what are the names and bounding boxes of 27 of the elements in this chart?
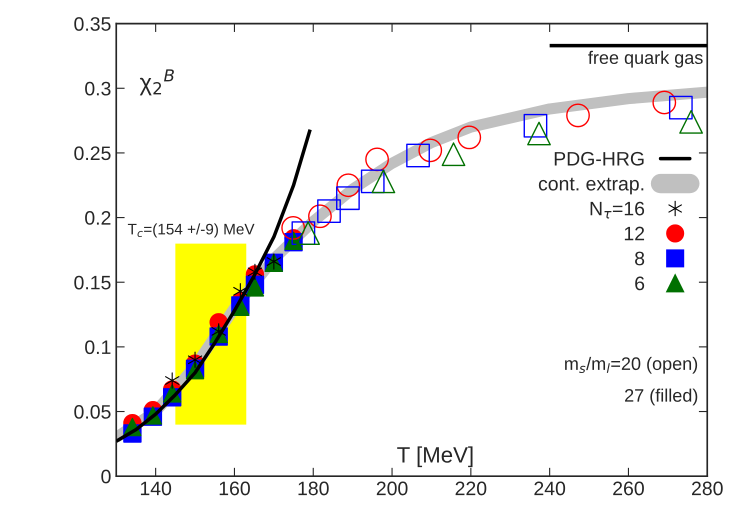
legend-label: PDG-HRG — [554, 152, 644, 166]
annotation: 27 (filled) — [625, 388, 698, 406]
legend-label: 8 — [635, 252, 644, 266]
x-tick-label: 260 — [613, 482, 644, 496]
y-axis-title: χ$_{2}$$^{B}$ — [140, 69, 174, 96]
x-tick-label: 160 — [220, 482, 250, 496]
x-tick-label: 220 — [456, 482, 486, 496]
y-tick-label: 0.1 — [85, 340, 110, 354]
x-tick-label: 280 — [692, 482, 723, 496]
y-tick-label: 0.3 — [85, 82, 111, 96]
y-tick-label: 0.15 — [74, 276, 111, 290]
y-tick-label: 0.25 — [74, 146, 111, 160]
legend-label: 6 — [635, 276, 644, 290]
y-tick-label: 0.35 — [74, 17, 111, 31]
legend-label: 12 — [624, 226, 644, 240]
legend-label: cont. extrap. — [538, 178, 644, 194]
band-label: T$_{c}$=(154 +/-9) MeV — [128, 223, 255, 238]
series-label: free quark gas — [588, 50, 703, 68]
y-tick-label: 0.2 — [85, 211, 110, 225]
x-tick-label: 240 — [534, 482, 566, 496]
x-tick-label: 200 — [376, 482, 408, 496]
x-tick-label: 180 — [298, 482, 329, 496]
annotation: m$_{s}$/m$_{l}$=20 (open) — [565, 356, 698, 374]
y-tick-label: 0 — [101, 470, 111, 484]
x-tick-label: 140 — [140, 482, 172, 496]
y-tick-label: 0.05 — [74, 404, 111, 419]
x-axis-title: T [MeV] — [397, 446, 473, 468]
